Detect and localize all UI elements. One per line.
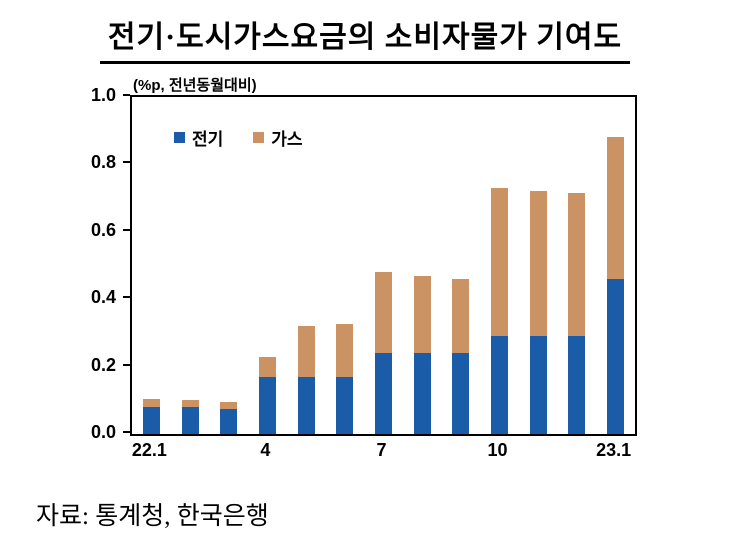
y-tick-label: 0.8 (90, 152, 116, 173)
x-tick-label: 10 (487, 440, 508, 460)
bar-segment-electricity (375, 353, 392, 434)
plot-area: 전기 가스 (130, 95, 637, 436)
bar-segment-electricity (181, 407, 199, 434)
bar-segment-electricity (607, 278, 625, 434)
y-tick-label: 0.2 (90, 354, 116, 375)
y-tick-label: 0.0 (90, 422, 116, 442)
bar-segment-gas (568, 193, 586, 337)
legend: 전기 가스 (174, 125, 303, 150)
bar-segment-electricity (413, 353, 431, 434)
y-tick-label: 0.4 (90, 287, 116, 308)
x-tick-label: 23.1 (596, 440, 632, 460)
y-axis-tick (123, 296, 130, 299)
legend-label-electricity: 전기 (192, 130, 224, 149)
y-axis-tick (123, 431, 130, 433)
bar-segment-gas (375, 272, 392, 354)
bar-segment-gas (607, 137, 625, 279)
y-tick-label: 0.6 (90, 219, 116, 240)
source-note: 자료: 통계청, 한국은행 (36, 503, 269, 530)
y-axis-tick (123, 228, 130, 231)
bar-segment-electricity (452, 353, 470, 434)
bar-segment-gas (258, 356, 276, 377)
bar-segment-gas (413, 275, 431, 354)
bar-segment-electricity (142, 407, 160, 434)
x-axis: 22.1 4 7 10 23.1 (130, 440, 633, 464)
bar-segment-electricity (529, 336, 547, 434)
bar-segment-gas (297, 326, 315, 377)
x-tick-label: 4 (260, 440, 271, 460)
y-axis-tick (123, 363, 130, 366)
bar-segment-electricity (336, 376, 354, 434)
y-axis-tick (123, 94, 130, 96)
bar-segment-electricity (568, 336, 586, 434)
legend-swatch-gas (253, 132, 265, 143)
title-row: 전기·도시가스요금의 소비자물가 기여도 (0, 12, 730, 64)
chart-title: 전기·도시가스요금의 소비자물가 기여도 (99, 12, 631, 64)
unit-label: (%p, 전년동월대비) (133, 77, 257, 94)
bar-segment-electricity (297, 376, 315, 434)
y-axis: 0.0 0.2 0.4 0.6 0.8 1.0 (58, 85, 130, 442)
y-axis-tick (123, 161, 130, 164)
bar-segment-gas (336, 324, 354, 377)
bar-segment-gas (452, 279, 470, 354)
bar-segment-gas (529, 191, 547, 337)
legend-swatch-electricity (174, 132, 185, 143)
bar-segment-gas (220, 402, 238, 409)
bar-segment-gas (491, 188, 509, 337)
bar-segment-gas (181, 400, 199, 408)
legend-label-gas: 가스 (271, 130, 303, 149)
bar-segment-gas (142, 398, 160, 408)
y-tick-label: 1.0 (90, 85, 116, 105)
bar-segment-electricity (258, 376, 276, 434)
x-tick-label: 22.1 (131, 440, 167, 460)
bar-segment-electricity (491, 336, 509, 434)
x-tick-label: 7 (376, 440, 387, 460)
bar-segment-electricity (220, 408, 238, 434)
